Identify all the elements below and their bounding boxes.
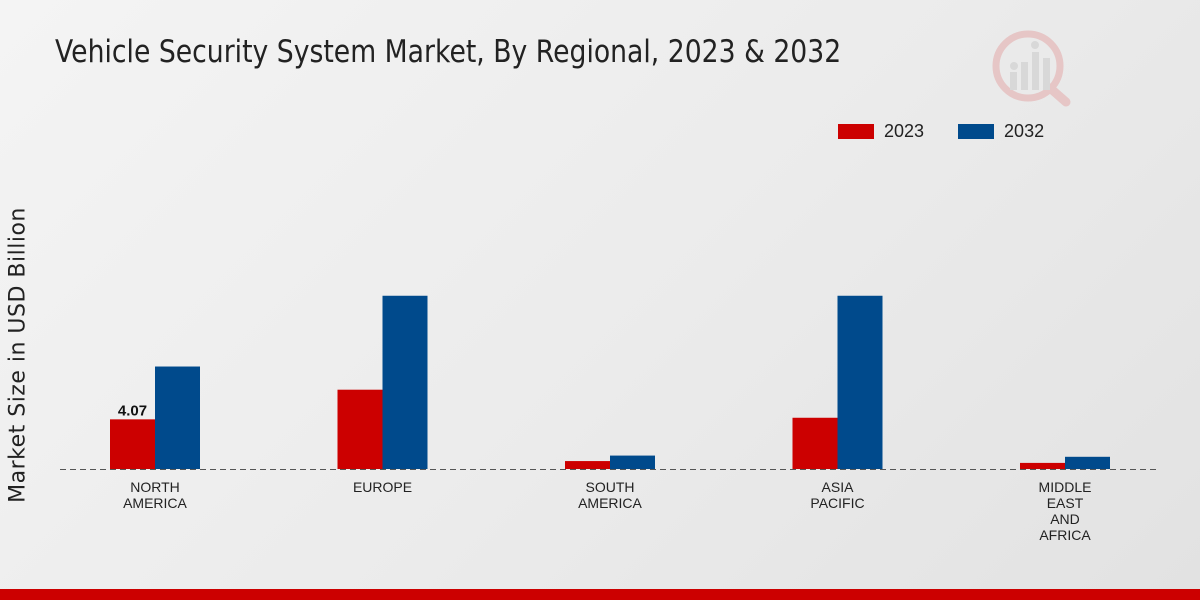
x-tick-label: EUROPE bbox=[353, 479, 412, 495]
bar-2032-north-america bbox=[155, 366, 200, 469]
legend-swatch-2023 bbox=[838, 124, 874, 139]
bar-2032-middle-east-and-africa bbox=[1065, 456, 1110, 469]
x-tick-label: NORTH AMERICA bbox=[123, 479, 187, 511]
bottom-accent-bar bbox=[0, 589, 1200, 600]
bar-2023-europe bbox=[337, 389, 383, 469]
bar-2023-middle-east-and-africa bbox=[1020, 462, 1065, 469]
legend-swatch-2032 bbox=[958, 124, 995, 139]
chart-title: Vehicle Security System Market, By Regio… bbox=[55, 34, 842, 70]
bar-2023-north-america bbox=[110, 419, 155, 469]
brand-logo-icon bbox=[992, 30, 1071, 107]
legend-item-2032: 2032 bbox=[958, 121, 1044, 142]
x-tick-label: SOUTH AMERICA bbox=[578, 479, 642, 511]
chart-legend: 2023 2032 bbox=[838, 121, 1078, 142]
legend-item-2023: 2023 bbox=[838, 121, 924, 142]
legend-label-2023: 2023 bbox=[884, 121, 925, 141]
bar-2032-europe bbox=[382, 295, 428, 469]
data-label: 4.07 bbox=[118, 402, 147, 419]
bar-2032-asia-pacific bbox=[837, 295, 883, 469]
bar-2023-asia-pacific bbox=[792, 417, 838, 469]
x-tick-label: MIDDLE EAST AND AFRICA bbox=[1039, 479, 1092, 543]
legend-label-2032: 2032 bbox=[1004, 121, 1045, 141]
bar-2023-south-america bbox=[565, 461, 610, 469]
x-tick-label: ASIA PACIFIC bbox=[810, 479, 864, 511]
bar-2032-south-america bbox=[610, 455, 655, 469]
